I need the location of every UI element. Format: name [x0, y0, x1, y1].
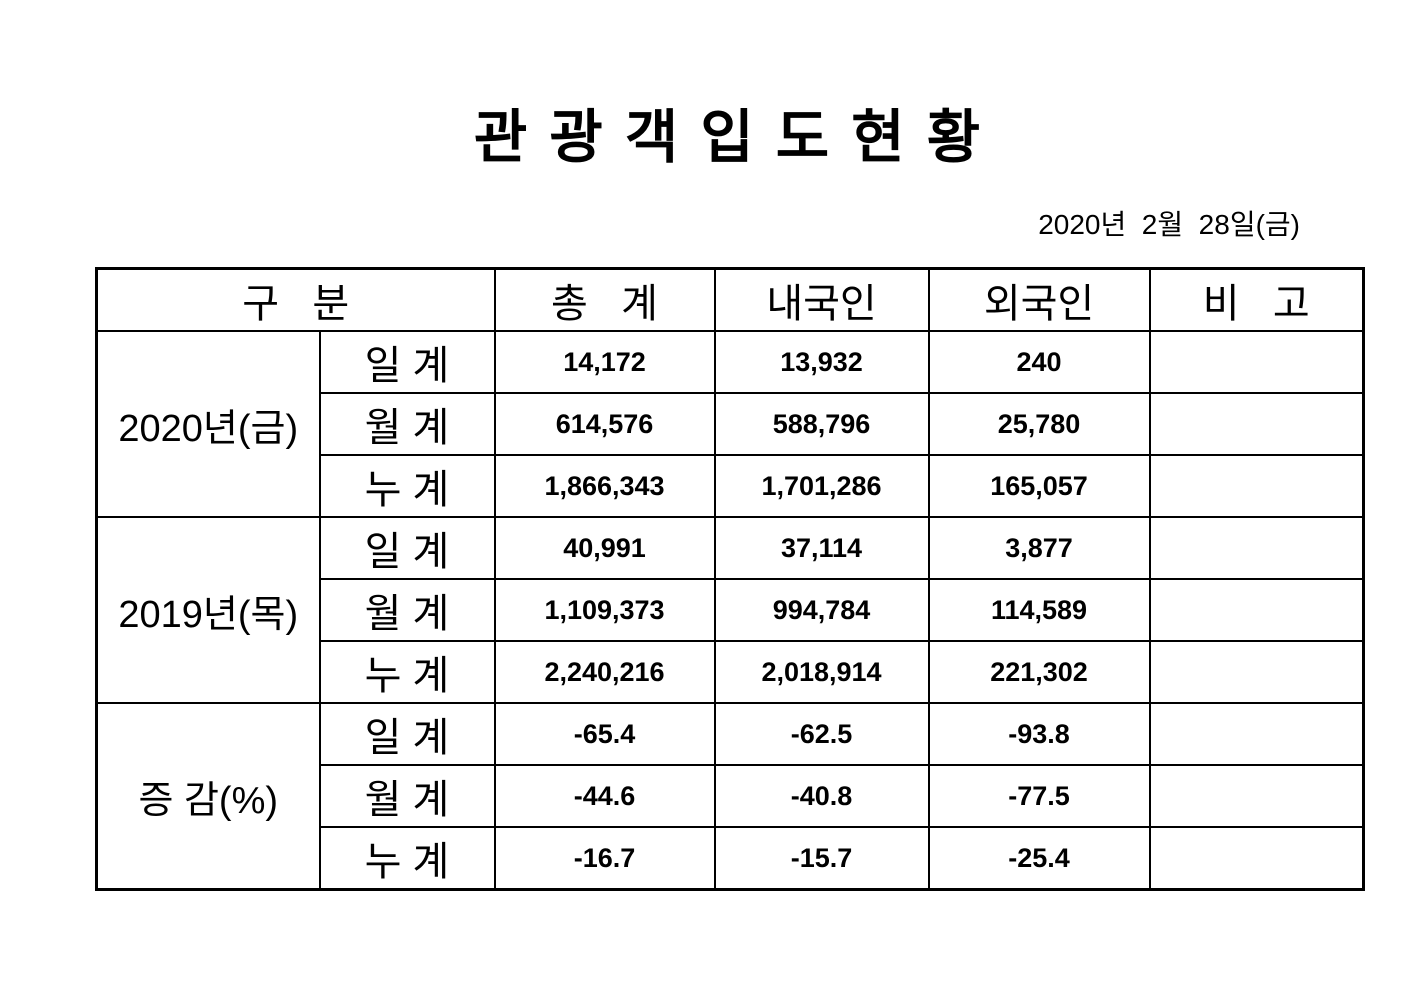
domestic-value-cell: 13,932	[713, 330, 930, 394]
group-2019-label: 2019년(목)	[95, 516, 321, 704]
total-value-cell: 14,172	[493, 330, 716, 394]
remarks-cell	[1148, 392, 1365, 456]
foreign-value-cell: 3,877	[927, 516, 1151, 580]
col-header-remarks: 비 고	[1148, 267, 1365, 332]
foreign-value-cell: 25,780	[927, 392, 1151, 456]
row-label-cell: 월 계	[318, 392, 496, 456]
total-value-cell: 1,866,343	[493, 454, 716, 518]
domestic-value-cell: 994,784	[713, 578, 930, 642]
total-value-cell: -16.7	[493, 826, 716, 891]
group-change-label: 증 감(%)	[95, 702, 321, 891]
foreign-value-cell: -93.8	[927, 702, 1151, 766]
total-value-cell: 2,240,216	[493, 640, 716, 704]
domestic-value-cell: -40.8	[713, 764, 930, 828]
row-label-cell: 누 계	[318, 826, 496, 891]
col-header-foreign: 외국인	[927, 267, 1151, 332]
remarks-cell	[1148, 764, 1365, 828]
foreign-value-cell: -77.5	[927, 764, 1151, 828]
total-value-cell: 614,576	[493, 392, 716, 456]
remarks-cell	[1148, 640, 1365, 704]
remarks-cell	[1148, 578, 1365, 642]
domestic-value-cell: 2,018,914	[713, 640, 930, 704]
row-label-cell: 누 계	[318, 454, 496, 518]
remarks-cell	[1148, 826, 1365, 891]
remarks-cell	[1148, 330, 1365, 394]
domestic-value-cell: 1,701,286	[713, 454, 930, 518]
foreign-value-cell: 240	[927, 330, 1151, 394]
remarks-cell	[1148, 516, 1365, 580]
row-label-cell: 일 계	[318, 516, 496, 580]
document-title: 관 광 객 입 도 현 황	[473, 105, 984, 170]
row-label-cell: 누 계	[318, 640, 496, 704]
foreign-value-cell: 221,302	[927, 640, 1151, 704]
table-row: 2020년(금) 일 계 14,172 13,932 240	[95, 330, 1365, 518]
table-row: 누 계 1,866,343 1,701,286 165,057	[97, 454, 1365, 518]
total-value-cell: -65.4	[493, 702, 716, 766]
col-header-total: 총 계	[493, 267, 716, 332]
remarks-cell	[1148, 454, 1365, 518]
remarks-cell	[1148, 702, 1365, 766]
col-header-category: 구 분	[95, 267, 496, 332]
row-label-cell: 일 계	[318, 702, 496, 766]
table-row: 월 계 1,109,373 994,784 114,589	[97, 578, 1365, 642]
report-date: 2020년 2월 28일(금)	[1038, 209, 1300, 240]
row-label-cell: 월 계	[318, 764, 496, 828]
foreign-value-cell: 165,057	[927, 454, 1151, 518]
table-row: 증 감(%) 일 계 -65.4 -62.5 -93.8	[95, 702, 1365, 891]
foreign-value-cell: 114,589	[927, 578, 1151, 642]
domestic-value-cell: 37,114	[713, 516, 930, 580]
row-label-cell: 월 계	[318, 578, 496, 642]
total-value-cell: -44.6	[493, 764, 716, 828]
group-2020-label: 2020년(금)	[95, 330, 321, 518]
table-row: 월 계 614,576 588,796 25,780	[97, 392, 1365, 456]
table-row: 누 계 -16.7 -15.7 -25.4	[97, 826, 1365, 891]
total-value-cell: 1,109,373	[493, 578, 716, 642]
domestic-value-cell: -15.7	[713, 826, 930, 891]
table-row: 누 계 2,240,216 2,018,914 221,302	[97, 640, 1365, 704]
domestic-value-cell: -62.5	[713, 702, 930, 766]
row-label-cell: 일 계	[318, 330, 496, 394]
table-header-row: 구 분 총 계 내국인 외국인 비 고	[95, 267, 1365, 332]
total-value-cell: 40,991	[493, 516, 716, 580]
table-row: 월 계 -44.6 -40.8 -77.5	[97, 764, 1365, 828]
col-header-domestic: 내국인	[713, 267, 930, 332]
domestic-value-cell: 588,796	[713, 392, 930, 456]
tourist-arrivals-table: 구 분 총 계 내국인 외국인 비 고 2020년(금) 일 계 14,172 …	[95, 267, 1366, 891]
foreign-value-cell: -25.4	[927, 826, 1151, 891]
table-row: 2019년(목) 일 계 40,991 37,114 3,877	[95, 516, 1365, 704]
